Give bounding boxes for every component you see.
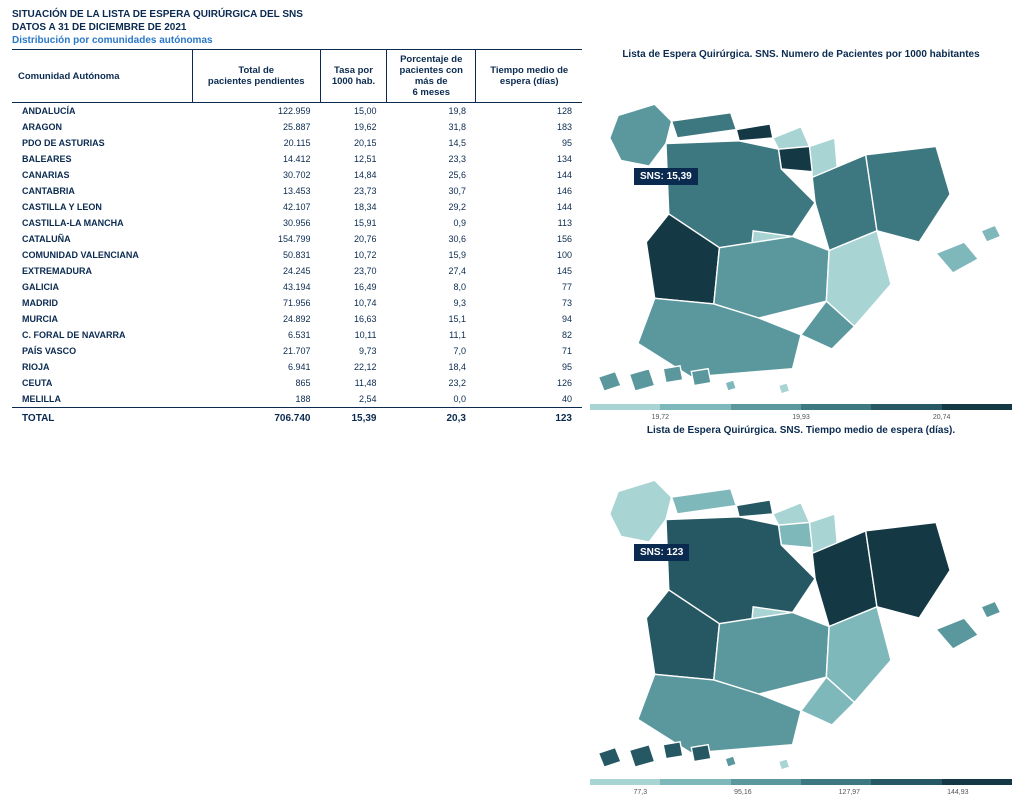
table-row: ANDALUCÍA122.95915,0019,8128	[12, 103, 582, 120]
table-header: Porcentaje depacientes conmás de6 meses	[386, 50, 475, 103]
map-1-badge: SNS: 15,39	[634, 168, 698, 185]
table-row: COMUNIDAD VALENCIANA50.83110,7215,9100	[12, 247, 582, 263]
table-row: MURCIA24.89216,6315,194	[12, 311, 582, 327]
map-region-baleares	[936, 601, 1001, 649]
table-row: RIOJA6.94122,1218,495	[12, 359, 582, 375]
map-region-cantabria	[736, 499, 773, 516]
table-header: Tiempo medio deespera (días)	[476, 50, 582, 103]
table-total-row: TOTAL706.74015,3920,3123	[12, 408, 582, 428]
table-row: PDO DE ASTURIAS20.11520,1514,595	[12, 135, 582, 151]
table-row: MELILLA1882,540,040	[12, 391, 582, 408]
map-region-asturias	[672, 488, 737, 513]
table-row: C. FORAL DE NAVARRA6.53110,1111,182	[12, 327, 582, 343]
table-header: Tasa por1000 hab.	[320, 50, 386, 103]
table-row: MADRID71.95610,749,373	[12, 295, 582, 311]
table-row: BALEARES14.41212,5123,3134	[12, 151, 582, 167]
map-region-rioja	[778, 522, 812, 547]
map-region-rioja	[778, 146, 812, 171]
table-row: CASTILLA-LA MANCHA30.95615,910,9113	[12, 215, 582, 231]
data-table: Comunidad AutónomaTotal depacientes pend…	[12, 49, 582, 427]
map-region-ceuta	[725, 380, 736, 391]
map-region-galicia	[610, 104, 672, 166]
table-row: GALICIA43.19416,498,077	[12, 279, 582, 295]
title-line-3: Distribución por comunidades autónomas	[12, 34, 1012, 47]
table-row: CANTABRIA13.45323,7330,7146	[12, 183, 582, 199]
map-region-asturias	[672, 113, 737, 138]
map-region-castillamancha	[714, 612, 829, 694]
map-region-cataluna	[866, 146, 950, 242]
table-row: CASTILLA Y LEON42.10718,3429,2144	[12, 199, 582, 215]
map-region-paisvasco	[773, 502, 810, 525]
title-line-2: DATOS A 31 DE DICIEMBRE DE 2021	[12, 21, 1012, 34]
map-1-title: Lista de Espera Quirúrgica. SNS. Numero …	[590, 49, 1012, 60]
table-header: Comunidad Autónoma	[12, 50, 192, 103]
map-2-badge: SNS: 123	[634, 544, 689, 561]
map-region-melilla	[778, 383, 789, 394]
map-1: Lista de Espera Quirúrgica. SNS. Numero …	[590, 49, 1012, 421]
map-region-melilla	[778, 758, 789, 769]
table-row: CEUTA86511,4823,2126	[12, 375, 582, 391]
map-region-ceuta	[725, 755, 736, 766]
title-line-1: SITUACIÓN DE LA LISTA DE ESPERA QUIRÚRGI…	[12, 8, 1012, 21]
map-region-baleares	[936, 225, 1001, 273]
map-2: Lista de Espera Quirúrgica. SNS. Tiempo …	[590, 425, 1012, 797]
map-region-cantabria	[736, 124, 773, 141]
map-region-castillamancha	[714, 236, 829, 318]
table-row: CATALUÑA154.79920,7630,6156	[12, 231, 582, 247]
table-row: CANARIAS30.70214,8425,6144	[12, 167, 582, 183]
map-region-paisvasco	[773, 127, 810, 150]
table-row: PAÍS VASCO21.7079,737,071	[12, 343, 582, 359]
map-region-galicia	[610, 480, 672, 542]
map-2-title: Lista de Espera Quirúrgica. SNS. Tiempo …	[590, 425, 1012, 436]
map-region-cataluna	[866, 522, 950, 618]
table-row: EXTREMADURA24.24523,7027,4145	[12, 263, 582, 279]
table-header: Total depacientes pendientes	[192, 50, 320, 103]
table-row: ARAGON25.88719,6231,8183	[12, 119, 582, 135]
